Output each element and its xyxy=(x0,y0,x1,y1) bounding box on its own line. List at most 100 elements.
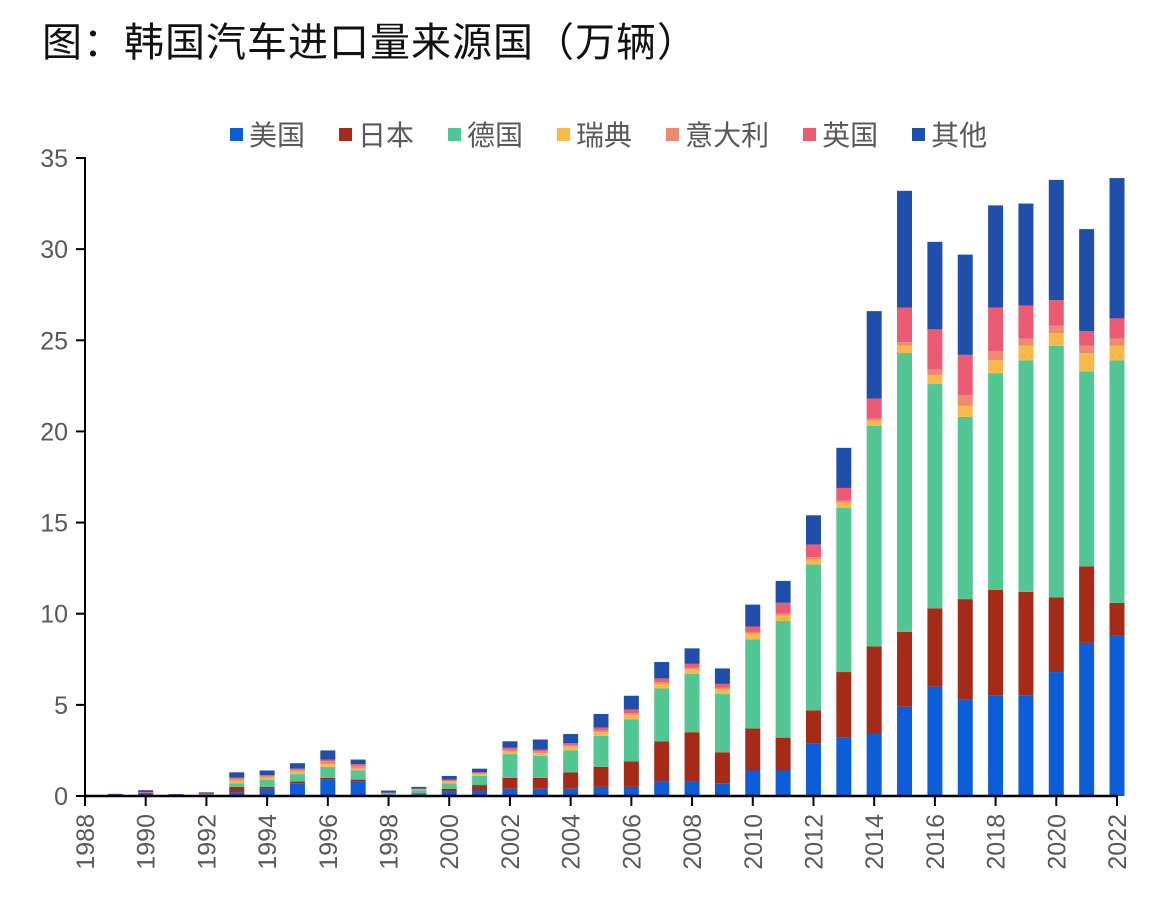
bar-segment-2006-2 xyxy=(623,719,639,762)
bar-segment-1993-5 xyxy=(229,777,245,779)
bar-segment-2018-0 xyxy=(988,695,1004,796)
legend-item: 美国 xyxy=(230,114,305,154)
legend-item: 意大利 xyxy=(666,114,769,154)
bar-segment-1997-2 xyxy=(350,770,366,780)
x-tick-label: 1992 xyxy=(193,814,221,870)
bar-segment-2003-3 xyxy=(532,753,548,756)
bar-segment-1999-5 xyxy=(411,788,427,790)
legend-label: 英国 xyxy=(822,119,879,152)
bar-segment-1996-6 xyxy=(320,750,336,760)
bar-segment-2008-0 xyxy=(684,781,700,796)
bar-segment-2010-4 xyxy=(745,631,761,634)
bar-segment-2016-3 xyxy=(927,374,943,385)
legend-swatch xyxy=(448,127,462,141)
bar-segment-2006-3 xyxy=(623,714,639,720)
bar-segment-2014-1 xyxy=(866,646,882,735)
bar-segment-1998-6 xyxy=(381,790,397,793)
bar-segment-2000-2 xyxy=(441,783,457,789)
bar-segment-1993-1 xyxy=(229,786,245,793)
legend-label: 其他 xyxy=(931,119,988,152)
bar-segment-2001-3 xyxy=(472,774,488,776)
bars-layer xyxy=(107,178,1125,797)
bar-segment-2021-4 xyxy=(1079,345,1095,354)
bar-segment-2011-4 xyxy=(775,613,791,616)
bar-segment-1993-0 xyxy=(229,792,245,796)
x-tick-label: 2016 xyxy=(922,814,950,870)
bar-segment-2010-6 xyxy=(745,604,761,627)
bar-segment-2020-4 xyxy=(1048,325,1064,333)
y-tick-label: 30 xyxy=(40,236,68,264)
bar-segment-2013-3 xyxy=(836,502,852,508)
bar-segment-2004-3 xyxy=(563,746,579,751)
bar-segment-2022-5 xyxy=(1109,318,1125,339)
bar-segment-2015-0 xyxy=(897,706,913,796)
bar-segment-2003-4 xyxy=(532,751,548,754)
bar-segment-1990-6 xyxy=(138,790,154,792)
bar-segment-1995-2 xyxy=(289,774,305,782)
bar-segment-2009-4 xyxy=(714,687,730,690)
y-tick-label: 35 xyxy=(40,145,68,173)
legend-item: 日本 xyxy=(339,114,414,154)
x-tick-label: 2006 xyxy=(618,814,646,870)
bar-segment-1996-2 xyxy=(320,766,336,778)
bar-segment-2020-1 xyxy=(1048,597,1064,673)
bar-segment-2013-4 xyxy=(836,500,852,503)
bar-segment-1995-3 xyxy=(289,771,305,775)
legend-item: 德国 xyxy=(448,114,523,154)
bar-segment-2021-0 xyxy=(1079,642,1095,796)
bar-segment-2003-1 xyxy=(532,777,548,789)
bar-segment-2011-6 xyxy=(775,580,791,603)
bar-segment-2000-3 xyxy=(441,781,457,784)
bar-segment-2005-3 xyxy=(593,732,609,736)
bar-segment-1990-0 xyxy=(138,793,154,796)
bar-segment-2005-0 xyxy=(593,786,609,796)
bar-segment-2006-6 xyxy=(623,695,639,710)
axes-layer: 0 5 10 15 20 25 30 35 1988 1990 1992 1994 1996 1998 20… xyxy=(40,145,1132,870)
bar-segment-2001-0 xyxy=(472,790,488,796)
bar-segment-2001-6 xyxy=(472,768,488,773)
bar-segment-2014-3 xyxy=(866,420,882,426)
bar-segment-2014-5 xyxy=(866,398,882,419)
bar-segment-2000-0 xyxy=(441,791,457,796)
bar-segment-2010-2 xyxy=(745,639,761,729)
bar-segment-2008-5 xyxy=(684,663,700,668)
bar-segment-2019-3 xyxy=(1018,345,1034,361)
y-tick-label: 5 xyxy=(54,692,68,720)
bar-segment-2018-1 xyxy=(988,590,1004,696)
bar-segment-2007-6 xyxy=(654,662,670,679)
bar-segment-2021-6 xyxy=(1079,229,1095,332)
bar-segment-1997-1 xyxy=(350,779,366,782)
legend-swatch xyxy=(666,127,680,141)
bar-segment-2012-0 xyxy=(805,743,821,796)
bar-segment-1993-3 xyxy=(229,780,245,784)
bar-segment-2013-1 xyxy=(836,672,852,738)
x-tick-label: 1996 xyxy=(315,814,343,870)
bar-segment-2017-5 xyxy=(957,354,973,395)
bar-segment-2010-1 xyxy=(745,728,761,771)
bar-segment-2011-0 xyxy=(775,770,791,796)
bar-segment-1999-4 xyxy=(411,789,427,790)
bar-segment-2005-5 xyxy=(593,727,609,731)
bar-segment-2002-1 xyxy=(502,777,518,789)
legend-label: 瑞典 xyxy=(576,119,633,152)
bar-segment-2011-5 xyxy=(775,602,791,614)
bar-segment-2016-2 xyxy=(927,384,943,609)
bar-segment-2017-6 xyxy=(957,254,973,355)
bar-segment-2022-1 xyxy=(1109,602,1125,636)
bar-segment-1994-0 xyxy=(259,788,275,796)
bar-segment-2012-5 xyxy=(805,544,821,558)
bar-segment-2020-2 xyxy=(1048,345,1064,598)
bar-segment-1991-6 xyxy=(168,793,184,795)
bar-segment-1994-2 xyxy=(259,779,275,787)
bar-segment-2020-3 xyxy=(1048,332,1064,346)
x-tick-label: 1994 xyxy=(254,814,282,870)
bar-segment-2006-4 xyxy=(623,713,639,715)
bar-segment-2006-0 xyxy=(623,786,639,796)
bar-segment-2010-5 xyxy=(745,626,761,632)
bar-segment-1995-1 xyxy=(289,781,305,784)
legend-swatch xyxy=(803,127,817,141)
bar-segment-2015-3 xyxy=(897,345,913,354)
bar-segment-2005-2 xyxy=(593,735,609,767)
bar-segment-1994-6 xyxy=(259,770,275,776)
bar-segment-2004-2 xyxy=(563,750,579,773)
